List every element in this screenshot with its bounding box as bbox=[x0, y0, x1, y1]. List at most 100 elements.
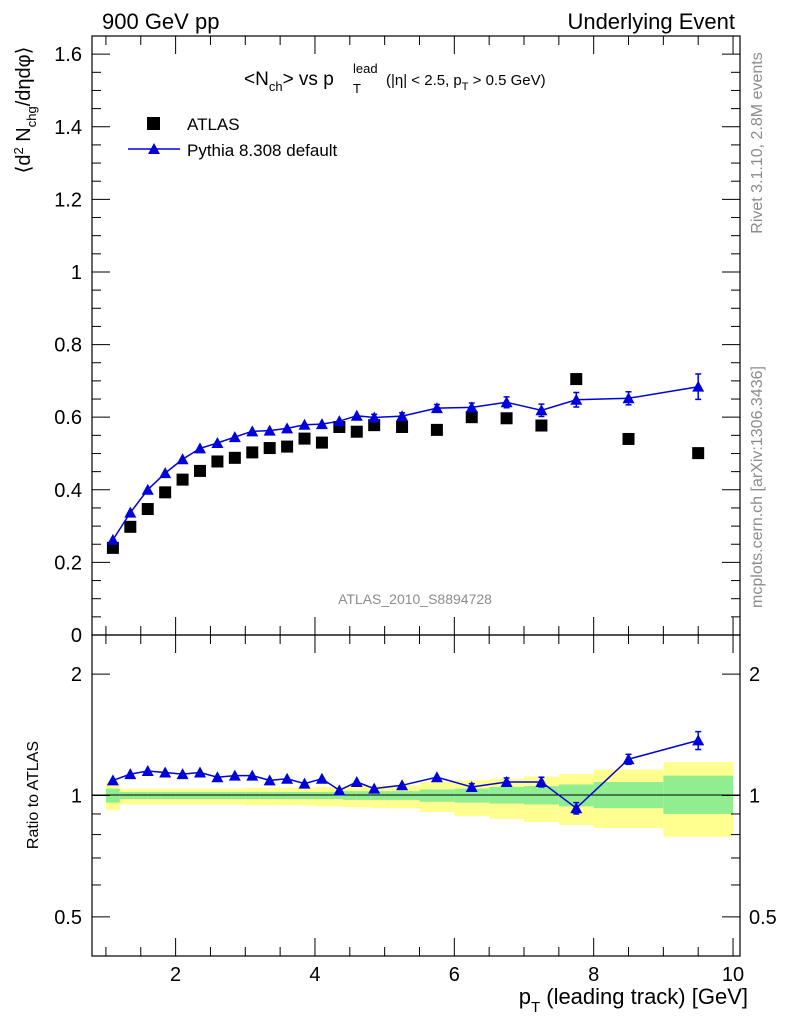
xtick-label: 8 bbox=[588, 964, 599, 986]
pythia-point bbox=[350, 409, 363, 421]
title-mid: > vs p bbox=[283, 69, 334, 90]
ratio-point bbox=[124, 768, 137, 780]
ratio-point bbox=[228, 769, 241, 781]
pythia-point bbox=[535, 404, 548, 416]
pythia-point bbox=[246, 425, 259, 437]
ylabel-sup: 2 bbox=[11, 147, 26, 154]
atlas-point bbox=[298, 432, 311, 445]
inner-band-segment bbox=[454, 788, 490, 803]
ratio-ytick-label-left: 0.5 bbox=[54, 907, 82, 929]
pythia-point bbox=[622, 392, 635, 404]
ratio-point bbox=[106, 774, 119, 786]
legend: ATLAS Pythia 8.308 default bbox=[128, 115, 338, 160]
title-cut-open: (|η| < 2.5, p bbox=[386, 72, 462, 89]
xlabel-rest: (leading track) [GeV] bbox=[540, 984, 748, 1009]
ratio-point bbox=[535, 776, 548, 788]
title-cut-sub: T bbox=[462, 81, 469, 93]
ratio-ytick-label-right: 1 bbox=[749, 786, 760, 808]
pythia-point bbox=[692, 380, 705, 392]
inner-band-segment bbox=[287, 792, 302, 800]
atlas-point bbox=[159, 486, 172, 499]
atlas-point bbox=[570, 373, 583, 386]
pythia-point bbox=[159, 467, 172, 479]
pythia-point bbox=[570, 393, 583, 405]
main-x-axis bbox=[105, 36, 734, 635]
ratio-point bbox=[430, 771, 443, 783]
title-sup: lead bbox=[353, 61, 378, 76]
ratio-point bbox=[396, 779, 409, 791]
atlas-point bbox=[350, 425, 363, 438]
inner-band-segment bbox=[231, 792, 246, 800]
title-mid-sub: T bbox=[353, 81, 361, 96]
pythia-point bbox=[298, 418, 311, 430]
rivet-label: Rivet 3.1.10, 2.8M events bbox=[749, 52, 766, 233]
xtick-label: 10 bbox=[722, 964, 744, 986]
ratio-ytick-label-left: 1 bbox=[71, 786, 82, 808]
ratio-point bbox=[246, 769, 259, 781]
ratio-point bbox=[465, 780, 478, 792]
ratio-point bbox=[211, 771, 224, 783]
main-ytick-label: 0 bbox=[71, 625, 82, 647]
inner-band-segment bbox=[147, 792, 162, 800]
pythia-point bbox=[500, 396, 513, 408]
ratio-point bbox=[263, 774, 276, 786]
main-y-axis: 0 0.2 0.4 0.6 0.8 1 1.2 1.4 1.6 bbox=[54, 44, 740, 647]
atlas-point bbox=[228, 451, 241, 464]
pythia-point bbox=[106, 533, 119, 545]
ratio-point bbox=[622, 753, 635, 765]
title-base-sub: ch bbox=[269, 79, 283, 94]
atlas-point bbox=[692, 447, 705, 460]
atlas-point bbox=[194, 464, 206, 477]
ratio-y-axis: 0.5 0.5 1 1 2 2 bbox=[54, 664, 777, 957]
ylabel-sub: chg bbox=[24, 106, 39, 127]
header-left: 900 GeV pp bbox=[102, 9, 219, 34]
main-ylabel: ⟨d2 Nchg/dηdφ⟩ bbox=[11, 47, 39, 174]
inner-band-segment bbox=[259, 792, 274, 800]
title-base: <N bbox=[244, 69, 269, 90]
atlas-point bbox=[211, 455, 224, 468]
legend-label-atlas: ATLAS bbox=[187, 115, 240, 134]
xtick-label: 6 bbox=[449, 964, 460, 986]
inner-band-segment bbox=[105, 788, 120, 803]
atlas-point bbox=[141, 503, 154, 516]
pythia-point bbox=[124, 506, 137, 518]
main-ytick-label: 1.2 bbox=[54, 189, 82, 211]
inner-band-segment bbox=[217, 792, 232, 800]
pythia-point bbox=[465, 401, 478, 413]
ratio-x-axis: 2 4 6 8 10 bbox=[105, 635, 744, 986]
ratio-ytick-label-right: 0.5 bbox=[749, 907, 777, 929]
inner-band-segment bbox=[370, 791, 385, 800]
inner-band-segment bbox=[328, 792, 343, 800]
ratio-point bbox=[315, 772, 328, 784]
inner-band-segment bbox=[419, 789, 455, 802]
title-cut: (|η| < 2.5, pT > 0.5 GeV) bbox=[386, 72, 546, 93]
legend-label-pythia: Pythia 8.308 default bbox=[187, 141, 338, 160]
xlabel-sub: T bbox=[531, 999, 540, 1016]
atlas-point bbox=[465, 411, 478, 424]
pythia-point bbox=[315, 418, 328, 430]
pythia-point bbox=[228, 431, 241, 443]
main-ytick-label: 0.2 bbox=[54, 552, 82, 574]
atlas-point bbox=[246, 446, 259, 459]
pythia-point bbox=[333, 415, 346, 427]
main-plot-area bbox=[106, 373, 705, 554]
xtick-label: 2 bbox=[170, 964, 181, 986]
title-cut-close: > 0.5 GeV) bbox=[469, 72, 546, 89]
inner-band-segment bbox=[175, 792, 190, 800]
pythia-point bbox=[194, 442, 206, 454]
ratio-point bbox=[194, 766, 206, 778]
ratio-ytick-label-right: 2 bbox=[749, 664, 760, 686]
xlabel-p: p bbox=[519, 984, 531, 1009]
inner-band-segment bbox=[203, 792, 218, 800]
atlas-point bbox=[535, 419, 548, 432]
header-right: Underlying Event bbox=[567, 9, 735, 34]
pythia-point bbox=[176, 453, 189, 465]
main-ytick-label: 0.8 bbox=[54, 335, 82, 357]
atlas-point bbox=[315, 436, 328, 449]
inner-band-segment bbox=[342, 791, 357, 800]
main-panel: 00.20.40.60.811.21.41.6 <Nch> vs p lead … bbox=[11, 35, 741, 647]
ratio-point bbox=[500, 776, 513, 788]
inner-band-segment bbox=[189, 792, 204, 800]
inner-band-segment bbox=[384, 791, 420, 800]
